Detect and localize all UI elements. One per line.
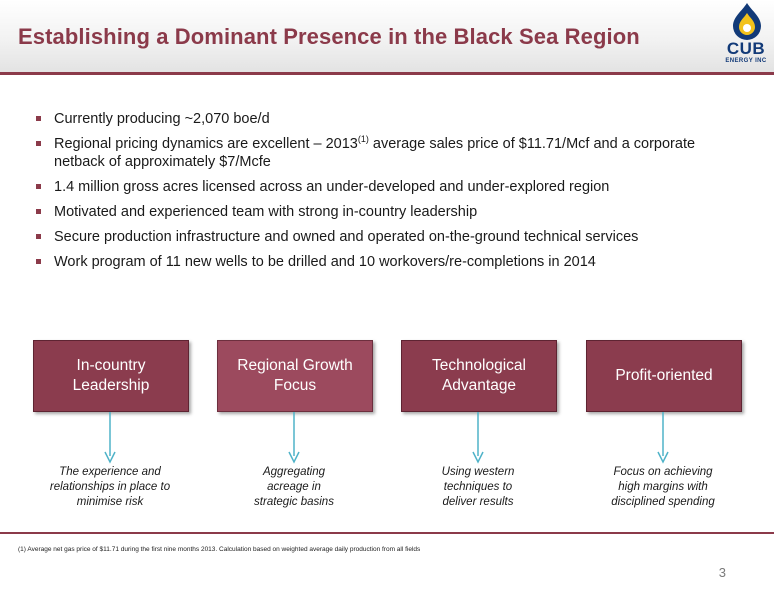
pillar-label: Technological Advantage (432, 357, 526, 394)
page-number: 3 (718, 565, 726, 580)
pillar-label: Profit-oriented (615, 367, 713, 384)
bullet-text: Motivated and experienced team with stro… (54, 204, 478, 220)
bullet-text: Secure production infrastructure and own… (54, 229, 639, 245)
footer-rule (0, 532, 774, 534)
header-bar: Establishing a Dominant Presence in the … (0, 0, 774, 72)
pillar-caption: The experience and relationships in plac… (49, 466, 171, 508)
bullet-item: Regional pricing dynamics are excellent … (36, 135, 736, 171)
down-arrow-icon (104, 412, 116, 464)
logo-subtitle: ENERGY INC (725, 58, 767, 64)
pillar-box-profit: Profit-oriented (586, 340, 742, 412)
flame-drop-icon (733, 3, 761, 40)
bullet-text: average sales price of $11.71/Mcf and a … (54, 136, 696, 170)
bullet-text: Regional pricing dynamics are excellent … (54, 136, 358, 152)
pillar-caption: Aggregating acreage in strategic basins (254, 466, 334, 508)
pillar-caption: Focus on achieving high margins with dis… (611, 466, 715, 508)
bullet-item: Currently producing ~2,070 boe/d (36, 110, 736, 128)
bullet-list: Currently producing ~2,070 boe/d Regiona… (36, 110, 736, 278)
page-title: Establishing a Dominant Presence in the … (18, 24, 640, 49)
bullet-text: Currently producing ~2,070 boe/d (54, 111, 270, 127)
header-rule (0, 72, 774, 75)
footnote: (1) Average net gas price of $11.71 duri… (18, 546, 421, 553)
down-arrow-icon (657, 412, 669, 464)
bullet-item: 1.4 million gross acres licensed across … (36, 178, 736, 196)
square-bullet-icon (36, 184, 41, 189)
square-bullet-icon (36, 234, 41, 239)
bullet-item: Work program of 11 new wells to be drill… (36, 253, 736, 271)
logo-name: CUB (726, 39, 766, 58)
pillar-caption: Using western techniques to deliver resu… (441, 466, 515, 508)
bullet-text: 1.4 million gross acres licensed across … (54, 179, 610, 195)
footnote-ref: (1) (357, 134, 369, 144)
pillar-label: Regional Growth Focus (237, 357, 353, 394)
square-bullet-icon (36, 116, 41, 121)
pillar-box-technology: Technological Advantage (401, 340, 557, 412)
pillar-box-growth: Regional Growth Focus (217, 340, 373, 412)
pillar-box-leadership: In-country Leadership (33, 340, 189, 412)
down-arrow-icon (288, 412, 300, 464)
square-bullet-icon (36, 209, 41, 214)
pillar-label: In-country Leadership (72, 357, 150, 394)
bullet-text: Work program of 11 new wells to be drill… (54, 254, 596, 270)
square-bullet-icon (36, 259, 41, 264)
square-bullet-icon (36, 141, 41, 146)
company-logo: CUB ENERGY INC (718, 2, 774, 70)
bullet-item: Motivated and experienced team with stro… (36, 203, 736, 221)
down-arrow-icon (472, 412, 484, 464)
bullet-item: Secure production infrastructure and own… (36, 228, 736, 246)
